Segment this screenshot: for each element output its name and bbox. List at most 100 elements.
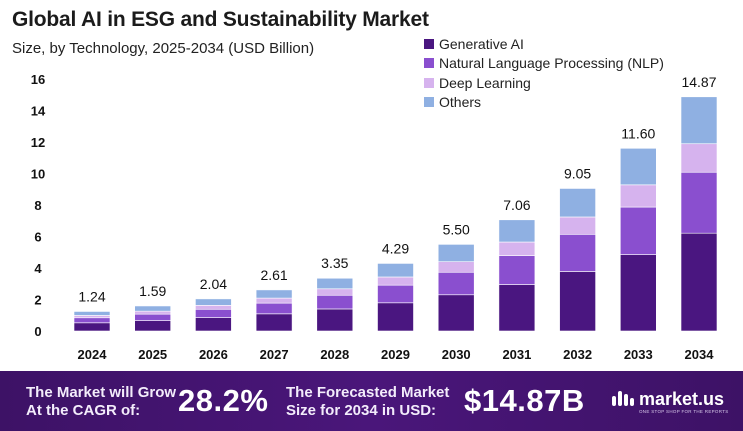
- y-tick-label: 4: [34, 261, 42, 276]
- bar-segment-generative-ai: [619, 254, 657, 332]
- bar-segment-natural-language-processing-nlp: [255, 302, 293, 315]
- bar-segment-natural-language-processing-nlp: [680, 171, 718, 234]
- bar-total-label: 5.50: [443, 221, 470, 237]
- bar-total-label: 2.04: [200, 276, 227, 292]
- bar-segment-deep-learning: [437, 261, 475, 273]
- legend-label: Others: [439, 94, 482, 111]
- y-tick-label: 14: [31, 104, 46, 119]
- legend-item-others: Others: [424, 93, 664, 113]
- bar-segment-others: [680, 96, 718, 145]
- bar-segment-deep-learning: [680, 143, 718, 173]
- bar-segment-deep-learning: [498, 241, 536, 256]
- bar-segment-deep-learning: [316, 288, 354, 296]
- x-tick-label: 2031: [502, 347, 531, 362]
- bar-segment-deep-learning: [377, 276, 414, 286]
- bar-total-label: 9.05: [564, 165, 591, 181]
- x-tick-label: 2030: [442, 347, 471, 362]
- bar-segment-deep-learning: [73, 315, 111, 319]
- bar-segment-deep-learning: [255, 297, 293, 304]
- bar-segment-natural-language-processing-nlp: [377, 284, 414, 304]
- bar-segment-generative-ai: [437, 294, 475, 332]
- bar-segment-generative-ai: [73, 322, 111, 332]
- x-tick-label: 2032: [563, 347, 592, 362]
- bar-total-label: 11.60: [621, 125, 655, 141]
- bar-segment-natural-language-processing-nlp: [73, 317, 111, 324]
- legend-swatch: [424, 58, 434, 69]
- y-tick-label: 6: [34, 230, 41, 245]
- bar-segment-others: [255, 289, 293, 299]
- bar-segment-generative-ai: [377, 302, 414, 332]
- bar-segment-natural-language-processing-nlp: [559, 233, 596, 272]
- x-tick-label: 2027: [260, 347, 289, 362]
- bar-segment-generative-ai: [498, 284, 536, 332]
- legend-item-deep-learning: Deep Learning: [424, 73, 664, 93]
- bar-segment-others: [73, 311, 111, 316]
- bar-segment-generative-ai: [316, 308, 354, 332]
- bar-segment-deep-learning: [619, 184, 657, 208]
- y-tick-label: 12: [31, 135, 45, 150]
- bar-segment-deep-learning: [195, 305, 232, 310]
- legend-swatch: [424, 77, 434, 88]
- x-tick-label: 2029: [381, 347, 410, 362]
- chart-header: Global AI in ESG and Sustainability Mark…: [12, 8, 429, 57]
- bar-segment-natural-language-processing-nlp: [619, 206, 657, 255]
- bar-segment-generative-ai: [255, 313, 293, 332]
- footer-banner: The Market will Grow At the CAGR of: 28.…: [0, 371, 743, 431]
- brand-name: market.us: [639, 388, 725, 409]
- bar-segment-others: [619, 148, 657, 186]
- bar-segment-deep-learning: [134, 310, 171, 315]
- chart-subtitle: Size, by Technology, 2025-2034 (USD Bill…: [12, 40, 315, 57]
- bar-segment-generative-ai: [559, 271, 596, 332]
- bar-total-label: 1.24: [78, 288, 105, 304]
- bar-segment-generative-ai: [195, 317, 232, 332]
- bar-segment-others: [195, 298, 232, 306]
- market-us-logo-icon: [612, 391, 634, 406]
- x-tick-label: 2033: [624, 347, 653, 362]
- bar-segment-natural-language-processing-nlp: [437, 271, 475, 296]
- bar-segment-others: [559, 188, 596, 218]
- bar-segment-others: [134, 305, 171, 312]
- forecast-value: $14.87B: [464, 383, 585, 418]
- bar-total-label: 2.61: [260, 267, 287, 283]
- bar-total-label: 4.29: [382, 240, 409, 256]
- x-tick-label: 2034: [685, 347, 715, 362]
- x-tick-label: 2028: [320, 347, 349, 362]
- x-tick-label: 2024: [78, 347, 108, 362]
- legend-label: Deep Learning: [439, 74, 531, 91]
- bar-segment-natural-language-processing-nlp: [195, 308, 232, 318]
- cagr-value: 28.2%: [178, 383, 269, 418]
- legend-swatch: [424, 97, 434, 108]
- bar-total-label: 14.87: [681, 74, 716, 90]
- bar-total-label: 7.06: [503, 197, 530, 213]
- y-tick-label: 8: [34, 198, 41, 213]
- brand-tagline: ONE STOP SHOP FOR THE REPORTS: [639, 409, 729, 414]
- bar-segment-generative-ai: [134, 320, 171, 332]
- legend-item-nlp: Natural Language Processing (NLP): [424, 54, 664, 74]
- bar-segment-deep-learning: [559, 216, 596, 235]
- brand-logo: market.us ONE STOP SHOP FOR THE REPORTS: [611, 388, 728, 414]
- y-tick-label: 16: [31, 72, 45, 87]
- y-tick-label: 10: [31, 167, 45, 182]
- bar-segment-others: [498, 219, 536, 243]
- bar-segment-others: [437, 244, 475, 263]
- x-tick-label: 2026: [199, 347, 228, 362]
- bar-segment-generative-ai: [680, 232, 718, 332]
- bar-segment-others: [377, 263, 414, 278]
- chart-title: Global AI in ESG and Sustainability Mark…: [12, 8, 429, 31]
- bar-total-label: 3.35: [321, 255, 348, 271]
- bar-segment-others: [316, 277, 354, 290]
- legend-label: Natural Language Processing (NLP): [439, 55, 664, 72]
- forecast-label: The Forecasted Market Size for 2034 in U…: [286, 384, 450, 419]
- chart-legend: Generative AI Natural Language Processin…: [424, 34, 664, 112]
- bar-segment-natural-language-processing-nlp: [498, 255, 536, 285]
- legend-label: Generative AI: [439, 35, 524, 52]
- cagr-label: The Market will Grow At the CAGR of:: [26, 384, 177, 419]
- legend-item-generative-ai: Generative AI: [424, 34, 664, 54]
- bar-total-label: 1.59: [139, 283, 166, 299]
- y-tick-label: 0: [34, 324, 41, 339]
- stacked-bar-chart: 0 2 4 6 8 10 12 14 16 1.24 2024 1.59 2025 2.04 2026 2.6…: [31, 72, 718, 362]
- x-tick-label: 2025: [138, 347, 167, 362]
- y-tick-label: 2: [34, 293, 41, 308]
- legend-swatch: [424, 38, 434, 49]
